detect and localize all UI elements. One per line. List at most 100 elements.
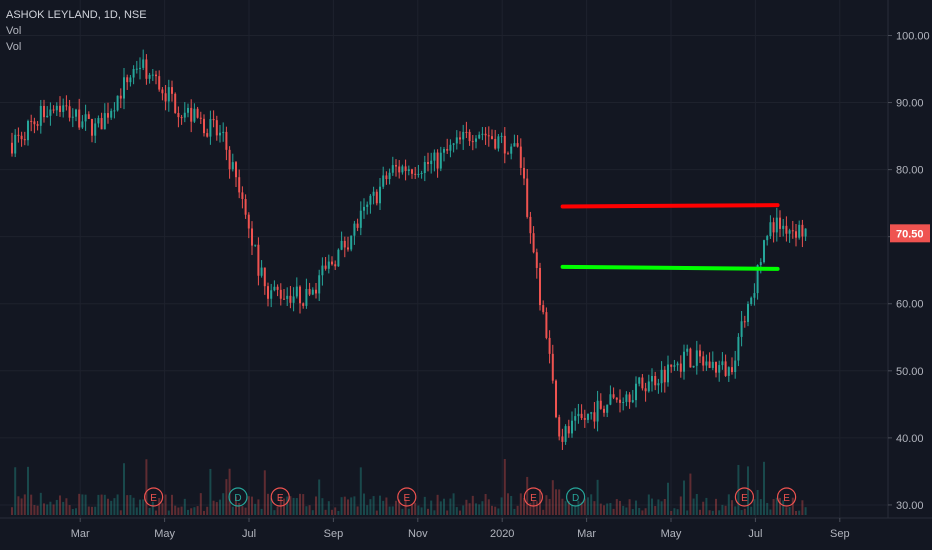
volume-bar xyxy=(308,505,311,515)
candle-body xyxy=(788,230,791,234)
x-tick-label: 2020 xyxy=(490,528,514,540)
volume-bar xyxy=(619,500,621,515)
x-tick-label: Mar xyxy=(577,528,596,540)
volume-bar xyxy=(471,495,474,515)
volume-bar xyxy=(46,504,49,515)
candle-body xyxy=(225,131,228,150)
candle-body xyxy=(215,120,218,136)
candle-body xyxy=(676,363,679,366)
candle-body xyxy=(388,172,391,180)
volume-bar xyxy=(532,500,535,515)
volume-bar xyxy=(267,493,269,515)
volume-bars xyxy=(11,459,807,515)
volume-bar xyxy=(391,506,394,515)
volume-bar xyxy=(225,479,228,515)
volume-bar xyxy=(103,494,106,515)
candle-body xyxy=(443,149,445,153)
volume-bar xyxy=(404,499,407,515)
volume-bar xyxy=(324,509,327,515)
volume-bar xyxy=(366,505,369,515)
volume-bar xyxy=(545,495,548,515)
candle-body xyxy=(411,169,413,174)
x-tick-label: May xyxy=(154,528,175,540)
volume-bar xyxy=(331,509,333,515)
volume-bar xyxy=(14,467,17,515)
volume-bar xyxy=(199,493,202,515)
volume-bar xyxy=(385,497,388,515)
candle-body xyxy=(190,107,193,122)
green-trend-line[interactable] xyxy=(560,264,780,271)
candle-body xyxy=(740,321,743,337)
drawn-lines[interactable] xyxy=(560,203,780,271)
candle-body xyxy=(679,363,682,372)
volume-bar xyxy=(215,502,218,515)
earnings-event-marker[interactable]: E xyxy=(776,487,797,507)
candle-body xyxy=(11,142,13,154)
volume-bar xyxy=(388,506,391,515)
candle-body xyxy=(532,233,535,253)
candle-body xyxy=(299,286,301,304)
candle-body xyxy=(654,376,657,386)
candle-body xyxy=(327,261,330,269)
candle-body xyxy=(651,376,653,382)
dividend-event-marker[interactable]: D xyxy=(565,487,586,507)
candle-body xyxy=(161,89,164,94)
candle-body xyxy=(644,388,647,392)
volume-bar xyxy=(542,509,545,515)
volume-bar xyxy=(750,506,753,515)
candle-body xyxy=(759,262,762,266)
candle-body xyxy=(481,133,484,135)
y-tick-label: 40.00 xyxy=(896,433,924,445)
volume-bar xyxy=(801,500,804,515)
volume-indicator-label[interactable]: Vol xyxy=(6,25,22,37)
volume-bar xyxy=(286,496,289,515)
candle-body xyxy=(558,417,561,437)
candle-body xyxy=(439,152,442,169)
candle-body xyxy=(635,383,637,401)
y-tick-label: 100.00 xyxy=(896,30,930,42)
volume-bar xyxy=(158,497,161,515)
candle-body xyxy=(577,413,580,417)
volume-bar xyxy=(382,500,385,515)
candle-body xyxy=(222,131,225,133)
earnings-event-marker[interactable]: E xyxy=(144,487,164,507)
volume-bar xyxy=(97,494,100,515)
candle-body xyxy=(747,303,749,322)
earnings-event-marker[interactable]: E xyxy=(523,487,544,507)
candle-body xyxy=(471,141,474,143)
volume-bar xyxy=(507,493,509,515)
red-trend-line[interactable] xyxy=(560,203,780,209)
volume-bar xyxy=(753,499,756,515)
candle-body xyxy=(43,105,45,118)
candle-body xyxy=(331,261,333,265)
candle-body xyxy=(436,152,439,169)
volume-bar xyxy=(110,500,113,515)
candle-body xyxy=(135,68,138,70)
earnings-event-marker[interactable]: E xyxy=(270,487,290,507)
earnings-event-marker[interactable]: E xyxy=(734,487,755,507)
volume-bar xyxy=(462,505,465,515)
volume-bar xyxy=(449,498,452,515)
volume-bar xyxy=(628,499,631,515)
volume-bar xyxy=(676,509,679,515)
volume-bar xyxy=(510,495,513,515)
volume-indicator-label-2[interactable]: Vol xyxy=(6,41,22,53)
candle-body xyxy=(404,166,407,171)
volume-bar xyxy=(529,502,532,515)
volume-bar xyxy=(148,508,151,515)
volume-bar xyxy=(788,507,791,515)
candle-body xyxy=(670,364,673,367)
y-tick-label: 90.00 xyxy=(896,98,924,110)
candle-body xyxy=(782,225,785,229)
symbol-title[interactable]: ASHOK LEYLAND, 1D, NSE xyxy=(6,9,147,21)
time-axis[interactable]: Mar May Jul Sep Nov 2020 Mar May Jul Sep xyxy=(71,518,850,540)
candle-body xyxy=(462,131,465,140)
candle-body xyxy=(126,77,129,83)
earnings-event-marker[interactable]: E xyxy=(397,487,417,507)
volume-bar xyxy=(299,493,301,515)
dividend-event-marker[interactable]: D xyxy=(228,487,248,507)
candle-body xyxy=(699,350,701,357)
candle-body xyxy=(497,136,500,149)
